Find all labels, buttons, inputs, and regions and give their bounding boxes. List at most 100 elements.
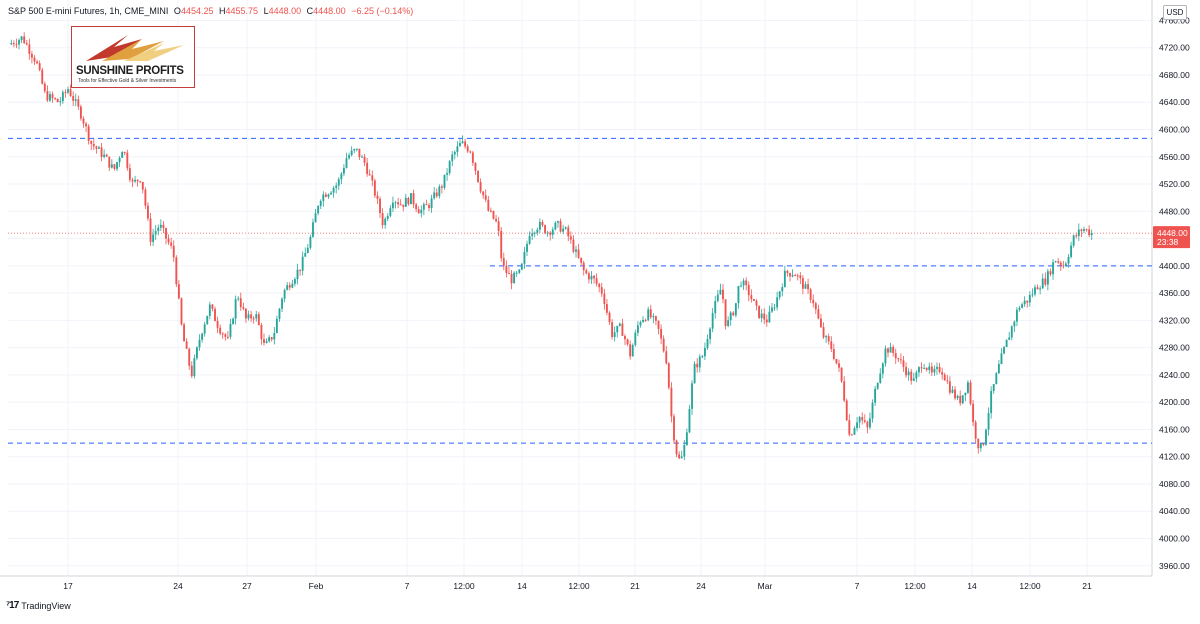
candle-body xyxy=(330,192,332,195)
candle-body xyxy=(652,316,655,318)
candle-body xyxy=(108,156,111,168)
candle-body xyxy=(1046,271,1049,285)
candle-body xyxy=(577,249,580,258)
x-tick-label: 12:00 xyxy=(1019,581,1041,591)
candle-body xyxy=(703,347,706,357)
candle-body xyxy=(863,420,866,422)
candle-body xyxy=(611,322,614,337)
candle-body xyxy=(794,275,797,277)
candle-body xyxy=(673,416,675,441)
candle-body xyxy=(985,429,987,445)
low-value: 4448.00 xyxy=(268,6,302,16)
candle-body xyxy=(665,351,668,364)
candle-body xyxy=(740,285,742,287)
candle-body xyxy=(856,422,858,429)
y-tick-label: 4120.00 xyxy=(1159,452,1190,462)
candle-body xyxy=(902,360,905,367)
candle-body xyxy=(288,285,291,288)
candle-body xyxy=(626,339,629,345)
candle-body xyxy=(203,324,206,334)
candle-body xyxy=(487,199,490,211)
candle-body xyxy=(884,348,887,364)
candle-body xyxy=(526,243,528,252)
candle-body xyxy=(33,57,36,62)
candle-body xyxy=(814,303,817,310)
candle-body xyxy=(85,123,88,127)
candle-body xyxy=(211,304,214,309)
candle-body xyxy=(538,221,541,230)
candle-body xyxy=(371,175,374,181)
candle-body xyxy=(386,215,389,219)
candle-body xyxy=(92,143,95,147)
candle-body xyxy=(144,189,147,206)
candle-body xyxy=(974,422,977,439)
candle-body xyxy=(1052,262,1054,275)
tradingview-label: TradingView xyxy=(21,600,71,611)
candle-body xyxy=(263,339,265,343)
candle-body xyxy=(969,382,972,404)
candle-body xyxy=(1057,261,1060,263)
candle-body xyxy=(510,273,513,284)
candle-body xyxy=(587,273,590,280)
candle-body xyxy=(745,280,748,286)
symbol-title: S&P 500 E-mini Futures, 1h, CME_MINI xyxy=(8,6,169,16)
candle-body xyxy=(1067,256,1070,264)
candle-body xyxy=(915,372,918,379)
candle-body xyxy=(515,272,518,274)
candle-body xyxy=(252,318,255,320)
candle-body xyxy=(172,245,175,258)
candle-body xyxy=(724,299,727,326)
candle-body xyxy=(46,91,49,101)
candle-body xyxy=(783,270,786,288)
candle-body xyxy=(876,382,879,389)
candle-body xyxy=(618,323,621,326)
candle-body xyxy=(139,181,142,183)
candle-body xyxy=(765,319,768,323)
candle-body xyxy=(38,63,41,70)
candle-body xyxy=(257,314,260,326)
candle-body xyxy=(67,89,69,93)
candle-body xyxy=(198,339,201,348)
candle-body xyxy=(776,297,779,308)
y-tick-label: 4080.00 xyxy=(1159,479,1190,489)
candle-body xyxy=(399,204,402,206)
candle-body xyxy=(477,170,479,183)
candle-body xyxy=(879,373,882,383)
candle-body xyxy=(977,438,980,449)
candle-body xyxy=(430,198,433,209)
x-tick-label: Mar xyxy=(758,581,773,591)
candle-body xyxy=(843,381,846,401)
candle-body xyxy=(930,366,933,373)
candle-body xyxy=(502,258,505,266)
candle-body xyxy=(799,275,802,279)
candle-body xyxy=(270,337,273,340)
candle-body xyxy=(482,191,485,196)
candle-body xyxy=(281,298,283,309)
tradingview-brand[interactable]: ⁷17 TradingView xyxy=(6,600,71,611)
candle-body xyxy=(1072,235,1075,246)
candle-body xyxy=(283,289,286,299)
candle-body xyxy=(342,167,345,174)
logo-name: SUNSHINE PROFITS xyxy=(76,65,184,77)
candle-body xyxy=(353,149,356,151)
candle-body xyxy=(201,333,204,340)
candle-body xyxy=(118,157,121,163)
candle-body xyxy=(520,263,523,270)
candle-body xyxy=(296,269,299,280)
candle-body xyxy=(350,150,353,156)
candle-body xyxy=(412,193,415,205)
candle-body xyxy=(232,318,234,324)
currency-button[interactable]: USD xyxy=(1163,5,1187,20)
candle-body xyxy=(245,308,247,319)
candle-body xyxy=(920,367,923,369)
candle-body xyxy=(373,180,376,196)
candle-body xyxy=(229,323,232,337)
candle-body xyxy=(897,358,900,360)
candle-body xyxy=(177,284,180,299)
candle-body xyxy=(732,312,735,316)
candle-body xyxy=(141,181,144,190)
candle-body xyxy=(250,314,253,319)
candle-body xyxy=(657,320,660,329)
